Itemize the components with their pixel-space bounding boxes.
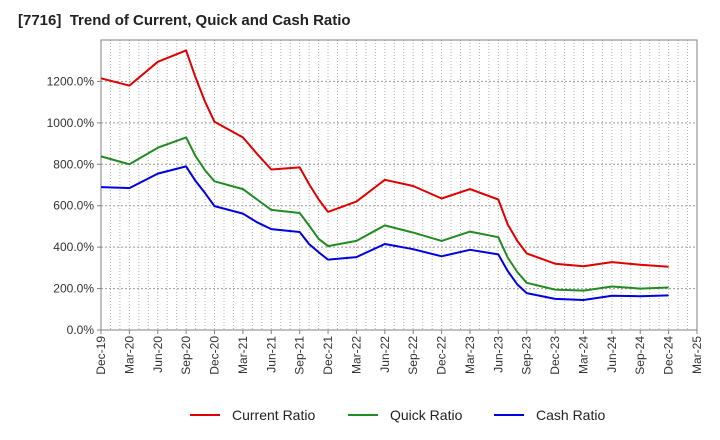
cash-ratio-line: [100, 165, 669, 301]
legend: Current Ratio Quick Ratio Cash Ratio: [0, 403, 720, 427]
x-tick-label: Jun-20: [151, 336, 165, 373]
x-tick-label: Sep-22: [406, 336, 420, 375]
legend-item-current-ratio: Current Ratio: [190, 403, 315, 427]
y-tick-label: 600.0%: [53, 199, 94, 213]
legend-label: Cash Ratio: [536, 407, 606, 423]
y-tick-label: 0.0%: [67, 323, 95, 337]
x-tick-label: Mar-25: [690, 336, 704, 374]
y-tick-label: 400.0%: [53, 240, 94, 254]
y-tick-label: 200.0%: [53, 282, 94, 296]
legend-swatch: [348, 414, 378, 416]
y-tick-label: 1000.0%: [47, 116, 95, 130]
legend-label: Current Ratio: [232, 407, 316, 423]
x-tick-label: Sep-24: [633, 336, 647, 375]
x-tick-label: Mar-22: [349, 336, 363, 374]
plot-border: [100, 39, 698, 331]
x-tick-label: Jun-24: [605, 336, 619, 373]
x-tick-label: Jun-22: [378, 336, 392, 373]
legend-swatch: [190, 414, 220, 416]
legend-item-cash-ratio: Cash Ratio: [494, 403, 605, 427]
legend-item-quick-ratio: Quick Ratio: [348, 403, 462, 427]
current-ratio-line: [100, 49, 669, 268]
x-tick-label: Dec-21: [321, 336, 335, 375]
x-tick-label: Mar-23: [463, 336, 477, 374]
x-tick-label: Mar-24: [576, 336, 590, 374]
x-tick-label: Dec-23: [548, 336, 562, 375]
x-tick-label: Jun-23: [491, 336, 505, 373]
x-tick-label: Dec-20: [208, 336, 222, 375]
x-tick-label: Dec-19: [94, 336, 108, 375]
x-tick-label: Sep-23: [520, 336, 534, 375]
quick-ratio-line: [100, 136, 669, 292]
legend-label: Quick Ratio: [390, 407, 463, 423]
x-tick-label: Mar-20: [122, 336, 136, 374]
x-tick-label: Jun-21: [264, 336, 278, 373]
legend-swatch: [494, 414, 524, 416]
y-tick-label: 800.0%: [53, 157, 94, 171]
y-tick-label: 1200.0%: [47, 74, 95, 88]
x-tick-label: Dec-24: [662, 336, 676, 375]
x-tick-label: Sep-20: [179, 336, 193, 375]
x-tick-label: Mar-21: [236, 336, 250, 374]
chart-title: [7716] Trend of Current, Quick and Cash …: [18, 12, 351, 29]
x-tick-label: Dec-22: [435, 336, 449, 375]
x-tick-label: Sep-21: [293, 336, 307, 375]
